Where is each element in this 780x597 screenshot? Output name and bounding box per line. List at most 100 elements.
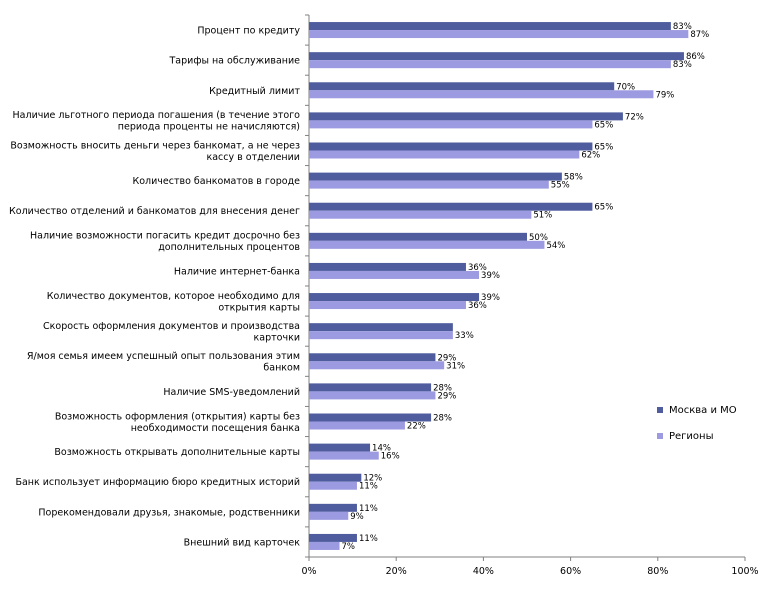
category-label-line: Возможность открывать дополнительные кар…	[54, 447, 300, 458]
legend-swatch-moscow	[657, 407, 663, 413]
value-label-moscow: 29%	[437, 353, 456, 363]
value-label-regions: 33%	[455, 331, 474, 341]
bar-moscow	[309, 533, 357, 542]
bar-moscow	[309, 172, 562, 181]
bar-regions	[309, 361, 445, 370]
category-label: Возможность открывать дополнительные кар…	[54, 447, 300, 458]
value-label-regions: 65%	[594, 120, 613, 130]
legend-label-regions: Регионы	[669, 430, 714, 442]
x-tick-label: 40%	[473, 566, 494, 577]
value-label-regions: 79%	[655, 90, 674, 100]
value-label-regions: 29%	[437, 391, 456, 401]
category-label-line: Количество документов, которое необходим…	[47, 291, 300, 302]
value-label-moscow: 12%	[363, 474, 382, 484]
bar-regions	[309, 120, 593, 129]
category-label-line: Тарифы на обслуживание	[169, 56, 301, 67]
category-label: Тарифы на обслуживание	[169, 56, 301, 67]
value-label-moscow: 70%	[616, 82, 635, 92]
legend-item-regions: Регионы	[657, 427, 777, 445]
category-label-line: Наличие интернет-банка	[174, 266, 300, 277]
value-label-moscow: 65%	[594, 143, 613, 153]
value-label-moscow: 14%	[372, 444, 391, 454]
bar-regions	[309, 90, 654, 99]
bar-regions	[309, 391, 436, 400]
category-label: Процент по кредиту	[197, 26, 300, 37]
bar-regions	[309, 180, 549, 189]
bar-moscow	[309, 413, 432, 422]
category-label-line: дополнительных процентов	[158, 242, 300, 253]
x-tick-label: 0%	[301, 566, 316, 577]
bar-regions	[309, 511, 349, 520]
category-label: Возможность вносить деньги через банкома…	[10, 140, 300, 163]
value-label-moscow: 28%	[433, 383, 452, 393]
category-label: Количество документов, которое необходим…	[47, 291, 300, 314]
category-label-line: Возможность оформления (открытия) карты …	[55, 411, 300, 422]
value-label-regions: 51%	[533, 211, 552, 221]
category-label: Количество банкоматов в городе	[132, 176, 300, 187]
bar-moscow	[309, 262, 466, 271]
category-label: Наличие возможности погасить кредит доср…	[30, 231, 300, 254]
category-label-line: карточки	[254, 332, 300, 343]
bar-moscow	[309, 473, 362, 482]
legend: Москва и МО Регионы	[657, 401, 777, 453]
value-label-moscow: 58%	[564, 173, 583, 183]
category-label: Банк использует информацию бюро кредитны…	[15, 477, 300, 488]
x-tick-label: 60%	[560, 566, 581, 577]
bar-moscow	[309, 22, 671, 31]
bar-regions	[309, 481, 357, 490]
x-tick-label: 100%	[731, 566, 758, 577]
category-label: Количество отделений и банкоматов для вн…	[9, 206, 300, 217]
bar-regions	[309, 331, 453, 340]
category-label-line: Порекомендовали друзья, знакомые, родств…	[38, 507, 300, 518]
value-label-moscow: 36%	[468, 263, 487, 273]
category-label: Порекомендовали друзья, знакомые, родств…	[38, 507, 300, 518]
value-label-moscow: 86%	[686, 52, 705, 62]
value-label-regions: 54%	[546, 241, 565, 251]
category-label: Внешний вид карточек	[184, 537, 301, 548]
value-label-regions: 7%	[342, 542, 356, 552]
value-label-regions: 83%	[673, 60, 692, 70]
value-label-moscow: 72%	[625, 112, 644, 122]
bar-regions	[309, 240, 545, 249]
category-label-line: Внешний вид карточек	[184, 537, 301, 548]
category-label-line: Возможность вносить деньги через банкома…	[10, 140, 300, 151]
category-label-line: Кредитный лимит	[209, 86, 300, 97]
category-label-line: Наличие возможности погасить кредит доср…	[30, 231, 300, 242]
category-label-line: Количество отделений и банкоматов для вн…	[9, 206, 300, 217]
category-label-line: Количество банкоматов в городе	[132, 176, 300, 187]
bar-moscow	[309, 142, 593, 151]
bar-moscow	[309, 443, 371, 452]
bar-moscow	[309, 503, 357, 512]
bar-moscow	[309, 353, 436, 362]
category-label-line: периода проценты не начисляются)	[118, 122, 300, 133]
category-label-line: банком	[263, 363, 300, 374]
bar-moscow	[309, 52, 684, 61]
value-label-regions: 31%	[446, 361, 465, 371]
value-label-regions: 16%	[381, 452, 400, 462]
category-label: Наличие льготного периода погашения (в т…	[13, 110, 301, 133]
bar-regions	[309, 60, 671, 69]
x-tick-label: 20%	[386, 566, 407, 577]
bar-moscow	[309, 323, 453, 332]
category-label: Я/моя семья имеем успешный опыт пользова…	[27, 351, 300, 374]
value-label-moscow: 39%	[481, 293, 500, 303]
value-label-moscow: 11%	[359, 534, 378, 544]
category-label-line: Наличие льготного периода погашения (в т…	[13, 110, 301, 121]
category-label: Наличие интернет-банка	[174, 266, 300, 277]
value-label-regions: 62%	[581, 151, 600, 161]
bar-regions	[309, 30, 689, 39]
legend-label-moscow: Москва и МО	[669, 404, 737, 416]
category-label-line: необходимости посещения банка	[131, 423, 300, 434]
category-label-line: кассу в отделении	[206, 152, 300, 163]
category-label-line: Наличие SMS-уведомлений	[163, 387, 300, 398]
category-label-line: Я/моя семья имеем успешный опыт пользова…	[27, 351, 300, 362]
bar-regions	[309, 301, 466, 310]
category-label-line: Скорость оформления документов и произво…	[43, 321, 300, 332]
category-label-line: Банк использует информацию бюро кредитны…	[15, 477, 300, 488]
bar-moscow	[309, 383, 432, 392]
category-label-line: открытия карты	[218, 302, 300, 313]
category-label-line: Процент по кредиту	[197, 26, 300, 37]
value-label-moscow: 11%	[359, 504, 378, 514]
category-label: Наличие SMS-уведомлений	[163, 387, 300, 398]
